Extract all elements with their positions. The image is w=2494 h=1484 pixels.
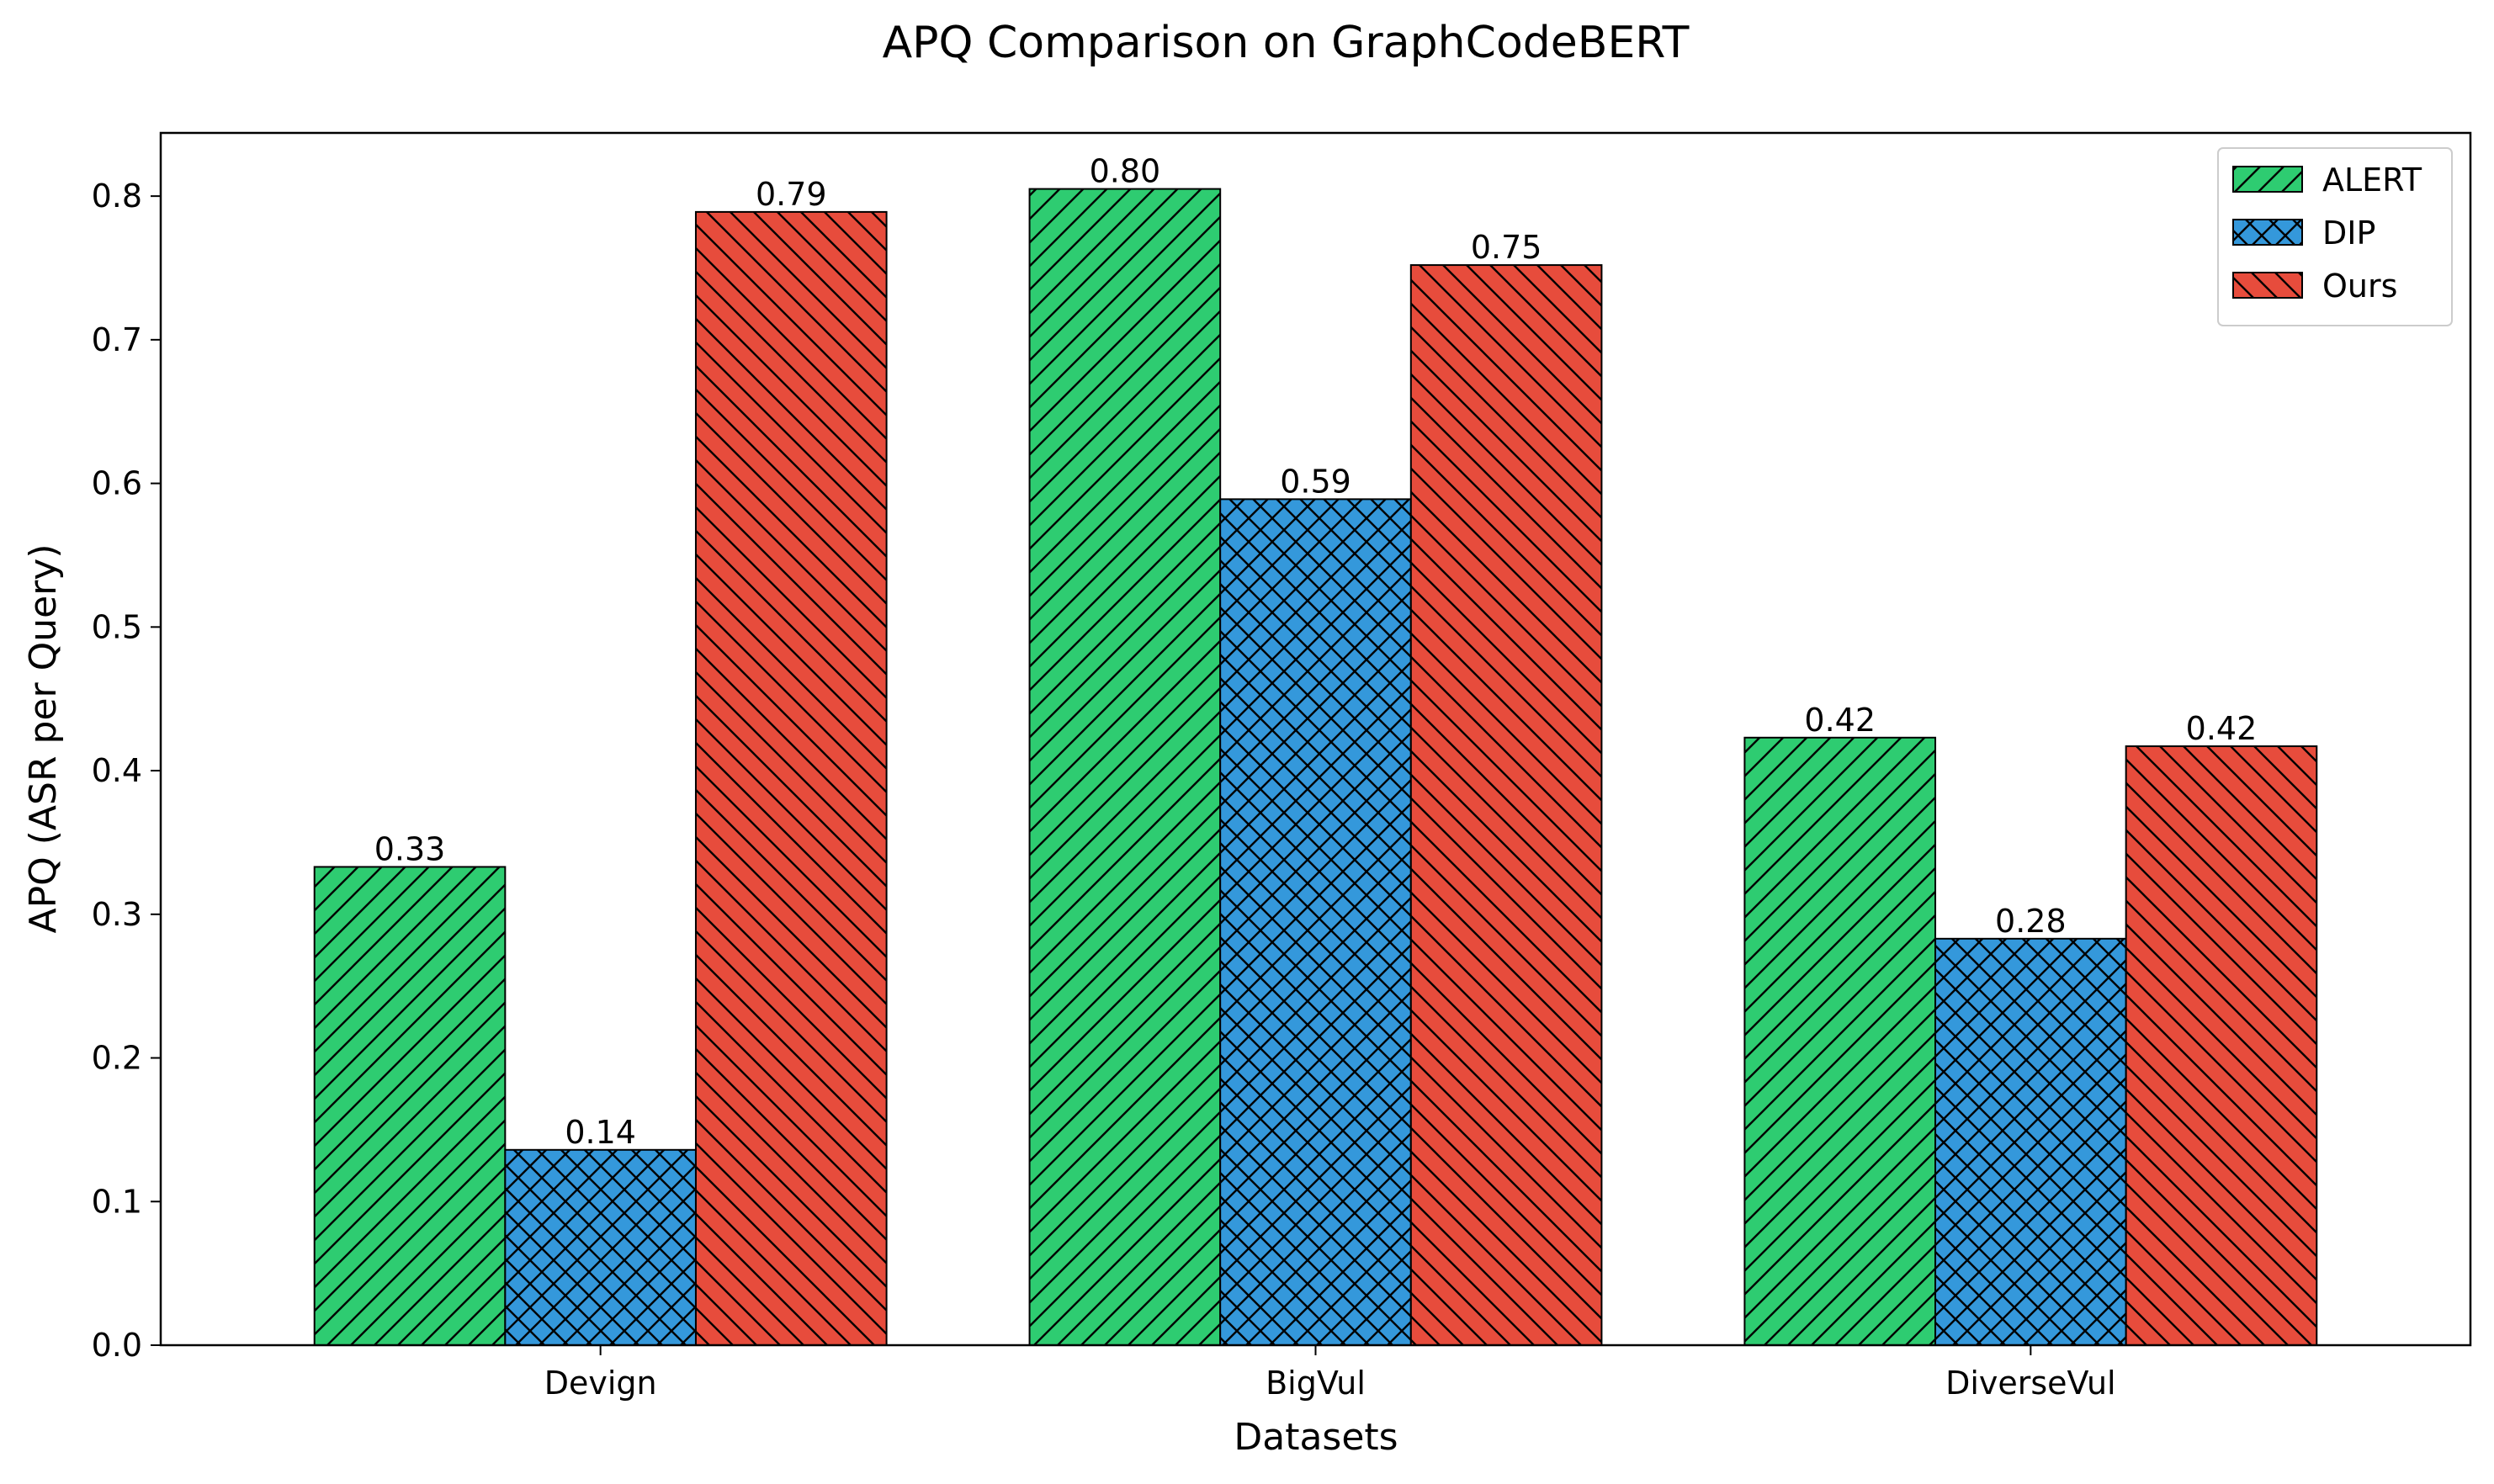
legend-label-dip: DIP	[2322, 215, 2375, 252]
bar-hatch-diversevul-alert	[1743, 736, 1937, 1346]
legend-swatch-hatch-ours	[2232, 272, 2303, 299]
y-tick-label: 0.2	[92, 1040, 142, 1077]
y-axis: 0.0 0.1 0.2 0.3 0.4 0.5 0.6 0.7 0.8	[92, 178, 161, 1364]
value-label-diversevul-dip: 0.28	[1995, 903, 2067, 940]
bar-hatch-bigvul-dip	[1219, 498, 1412, 1346]
y-tick-label: 0.3	[92, 896, 142, 933]
value-labels-group: 0.33 0.14 0.79 0.80 0.59 0.75 0.42 0.28 0.42	[374, 153, 2258, 1151]
x-axis: Devign BigVul DiverseVul	[544, 1345, 2116, 1402]
bar-hatch-bigvul-alert	[1028, 188, 1222, 1346]
x-tick-label-diversevul: DiverseVul	[1945, 1365, 2116, 1402]
bar-hatch-devign-alert	[313, 866, 507, 1346]
x-tick-label-devign: Devign	[544, 1365, 657, 1402]
chart-title: APQ Comparison on GraphCodeBERT	[883, 18, 1690, 68]
legend-label-ours: Ours	[2322, 268, 2397, 305]
x-tick-label-bigvul: BigVul	[1266, 1365, 1366, 1402]
value-label-bigvul-alert: 0.80	[1090, 153, 1161, 190]
y-tick-label: 0.8	[92, 178, 142, 215]
bar-hatch-diversevul-dip	[1934, 937, 2127, 1346]
value-label-diversevul-alert: 0.42	[1804, 702, 1876, 739]
bar-hatch-devign-dip	[504, 1148, 697, 1346]
y-tick-label: 0.7	[92, 321, 142, 358]
y-tick-label: 0.1	[92, 1183, 142, 1220]
y-tick-label: 0.6	[92, 465, 142, 502]
bars-group	[313, 188, 2318, 1347]
y-axis-label: APQ (ASR per Query)	[22, 544, 65, 934]
bar-hatch-diversevul-ours	[2125, 745, 2318, 1346]
value-label-diversevul-ours: 0.42	[2186, 710, 2258, 747]
legend: ALERT DIP Ours	[2217, 147, 2453, 326]
bar-hatch-devign-ours	[694, 210, 888, 1346]
legend-label-alert: ALERT	[2322, 162, 2422, 199]
x-axis-label: Datasets	[1234, 1416, 1398, 1459]
value-label-bigvul-ours: 0.75	[1471, 229, 1542, 266]
legend-swatch-hatch-alert	[2232, 166, 2303, 193]
y-tick-label: 0.5	[92, 608, 142, 645]
plot-frame	[159, 131, 2472, 1347]
value-label-devign-dip: 0.14	[565, 1114, 636, 1151]
legend-swatch-hatch-dip	[2232, 219, 2303, 246]
value-label-devign-alert: 0.33	[374, 830, 446, 867]
y-tick-label: 0.4	[92, 752, 142, 789]
y-tick-label: 0.0	[92, 1327, 142, 1364]
value-label-devign-ours: 0.79	[756, 176, 827, 213]
bar-hatch-bigvul-ours	[1409, 264, 1603, 1347]
value-label-bigvul-dip: 0.59	[1280, 463, 1351, 500]
